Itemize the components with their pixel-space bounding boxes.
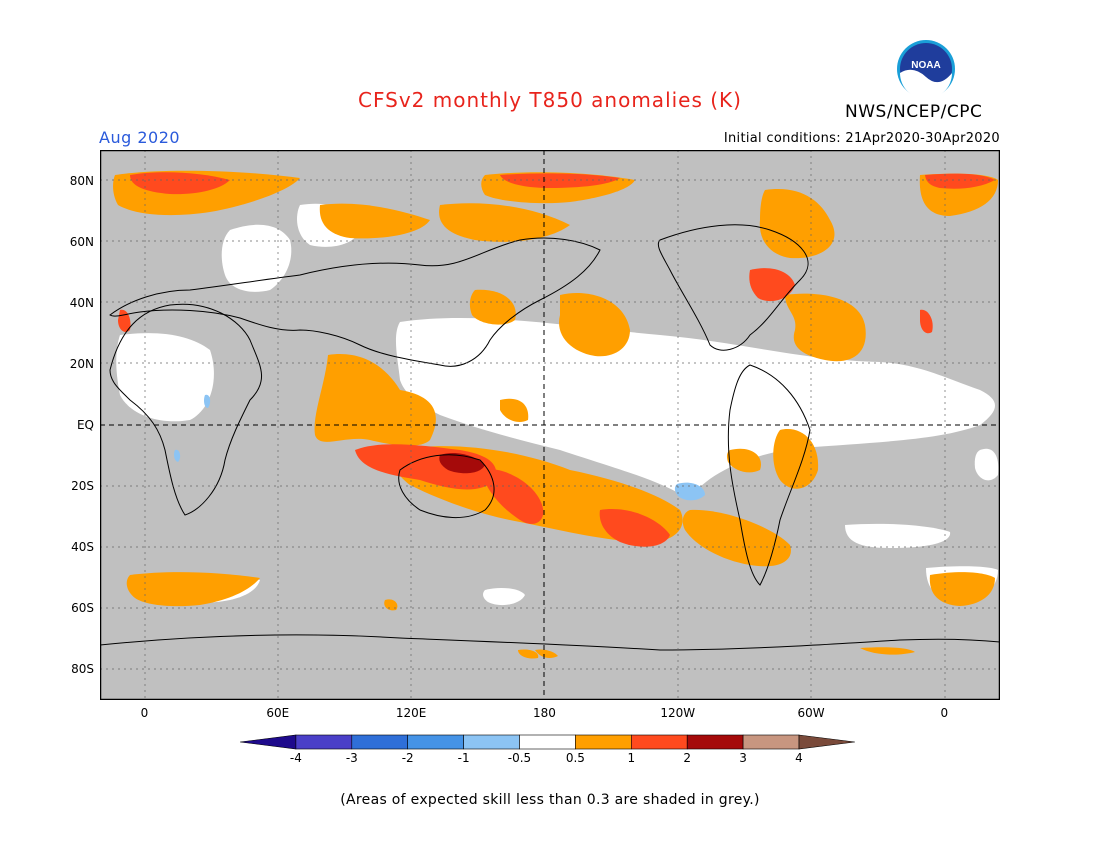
lon-label: 180 [532, 706, 556, 720]
colorbar-cell [463, 734, 520, 750]
colorbar-cell [686, 734, 744, 750]
warm-anomaly-1-2 [118, 172, 995, 547]
lon-label: 0 [140, 706, 149, 720]
colorbar-cell [575, 734, 632, 750]
colorbar-cell [351, 734, 409, 750]
lon-label: 120E [395, 706, 427, 720]
colorbar-tick-label: -2 [401, 751, 414, 765]
colorbar-tick-label: 4 [795, 751, 803, 765]
lat-label: 60S [71, 601, 94, 615]
lat-label: 80N [69, 174, 94, 188]
colorbar-cell [295, 734, 353, 750]
lat-label: 80S [71, 662, 94, 676]
cold-anomaly-neg1-neg0.5 [174, 394, 705, 501]
lat-label: EQ [76, 418, 94, 432]
colorbar-tick-label: -0.5 [507, 751, 532, 765]
colorbar-tick-label: 0.5 [565, 751, 585, 765]
logo-lettering: NOAA [911, 60, 940, 71]
colorbar-tick-label: -1 [457, 751, 470, 765]
chart-title: CFSv2 monthly T850 anomalies (K) [358, 88, 742, 112]
valid-month-label: Aug 2020 [99, 128, 181, 147]
lat-label: 40N [69, 296, 94, 310]
organization-label: NWS/NCEP/CPC [845, 102, 983, 122]
lon-label: 120W [660, 706, 696, 720]
noaa-logo: NOAA [893, 39, 959, 103]
coastlines [100, 224, 1000, 651]
map-frame [100, 150, 1000, 700]
colorbar-tick-label: 1 [627, 751, 636, 765]
lon-label: 60W [797, 706, 825, 720]
colorbar-cell [742, 734, 800, 750]
colorbar-cell [519, 734, 576, 750]
colorbar-cell [798, 734, 855, 750]
lat-label: 20N [69, 357, 94, 371]
neutral-anomaly-regions [116, 203, 999, 606]
colorbar-cell [240, 734, 297, 750]
lon-label: 60E [266, 706, 290, 720]
skill-footnote: (Areas of expected skill less than 0.3 a… [340, 792, 760, 808]
colorbar-tick-label: -4 [289, 751, 302, 765]
colorbar-tick-label: -3 [345, 751, 358, 765]
graticule [100, 150, 1000, 700]
initial-conditions-label: Initial conditions: 21Apr2020-30Apr2020 [723, 131, 1000, 146]
colorbar-cell [630, 734, 688, 750]
lat-label: 20S [71, 479, 94, 493]
anomaly-map [100, 150, 1000, 700]
lon-label: 0 [940, 706, 949, 720]
lat-label: 40S [71, 540, 94, 554]
colorbar [240, 734, 855, 750]
colorbar-cell [407, 734, 464, 750]
colorbar-tick-label: 2 [683, 751, 691, 765]
lat-label: 60N [69, 235, 94, 249]
colorbar-tick-label: 3 [739, 751, 747, 765]
